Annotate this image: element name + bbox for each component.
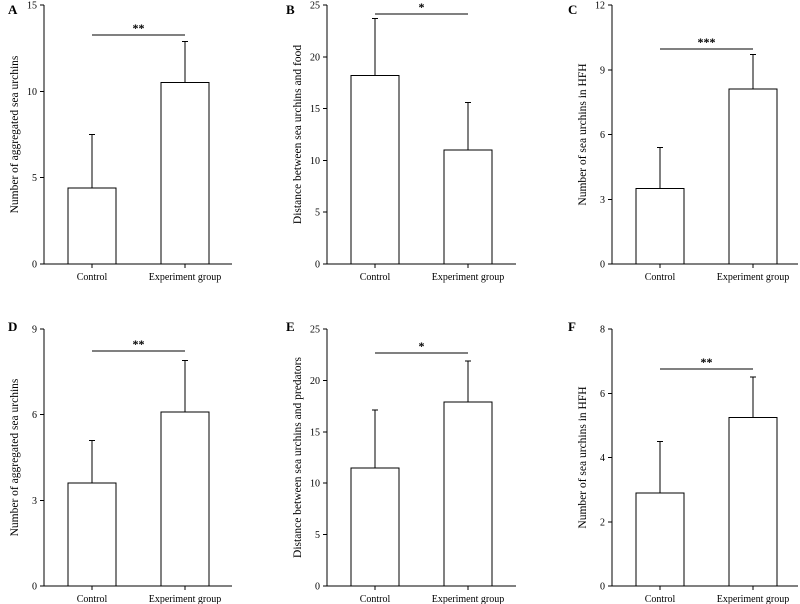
bar-experiment [443,401,493,587]
y-tick-label: 5 [315,208,320,219]
y-tick-label: 15 [310,427,320,438]
y-tick-label: 10 [27,87,37,98]
x-tick-label: Control [77,594,108,604]
bar-experiment [160,411,210,587]
y-axis-label: Number of sea urchins in HFH [577,386,589,528]
y-tick-label: 15 [310,104,320,115]
x-tick-label: Experiment group [149,594,221,604]
x-tick-label: Experiment group [717,272,789,283]
panel-label: A [8,2,18,17]
significance-marker: ** [133,337,145,351]
y-tick-label: 20 [310,376,320,387]
panel-label: F [568,319,576,334]
x-tick-label: Experiment group [149,272,221,283]
significance-marker: * [419,0,425,14]
x-tick-label: Control [360,272,391,283]
y-tick-label: 15 [27,1,37,12]
bar-control [67,482,117,587]
panel-label: C [568,2,577,17]
bar-experiment [443,149,493,265]
y-tick-label: 6 [600,389,605,400]
y-axis-label: Distance between sea urchins and predato… [292,357,304,558]
y-tick-label: 25 [310,1,320,12]
y-tick-label: 0 [32,582,37,593]
y-tick-label: 20 [310,52,320,63]
y-axis-label: Number of aggregated sea urchins [9,378,21,536]
y-tick-label: 3 [600,195,605,206]
y-tick-label: 3 [32,496,37,507]
y-tick-label: 8 [600,325,605,336]
y-tick-label: 5 [32,173,37,184]
x-tick-label: Experiment group [432,594,504,604]
x-tick-label: Experiment group [717,594,789,604]
bar-control [350,74,400,265]
significance-marker: * [419,339,425,353]
y-tick-label: 10 [310,156,320,167]
bar-experiment [728,88,778,265]
y-tick-label: 6 [32,410,37,421]
panel-label: E [286,319,295,334]
y-tick-label: 2 [600,517,605,528]
y-tick-label: 0 [315,582,320,593]
x-tick-label: Control [77,272,108,283]
y-tick-label: 25 [310,325,320,336]
significance-marker: ** [133,21,145,35]
bar-experiment [728,416,778,587]
x-tick-label: Control [645,594,676,604]
y-tick-label: 0 [32,260,37,271]
y-tick-label: 9 [600,65,605,76]
y-tick-label: 9 [32,325,37,336]
bar-control [350,467,400,587]
panel-label: D [8,319,17,334]
bar-control [635,187,685,265]
y-tick-label: 5 [315,530,320,541]
x-tick-label: Control [645,272,676,283]
x-tick-label: Experiment group [432,272,504,283]
y-tick-label: 12 [595,1,605,12]
significance-marker: *** [698,35,716,49]
y-tick-label: 0 [315,260,320,271]
y-tick-label: 0 [600,582,605,593]
x-tick-label: Control [360,594,391,604]
bar-control [635,492,685,587]
y-tick-label: 4 [600,453,605,464]
y-tick-label: 10 [310,479,320,490]
bar-control [67,187,117,265]
significance-marker: ** [701,355,713,369]
y-tick-label: 6 [600,130,605,141]
y-axis-label: Distance between sea urchins and food [292,45,304,224]
y-axis-label: Number of sea urchins in HFH [577,63,589,205]
bar-experiment [160,82,210,265]
y-axis-label: Number of aggregated sea urchins [9,55,21,213]
y-tick-label: 0 [600,260,605,271]
panel-label: B [286,2,295,17]
